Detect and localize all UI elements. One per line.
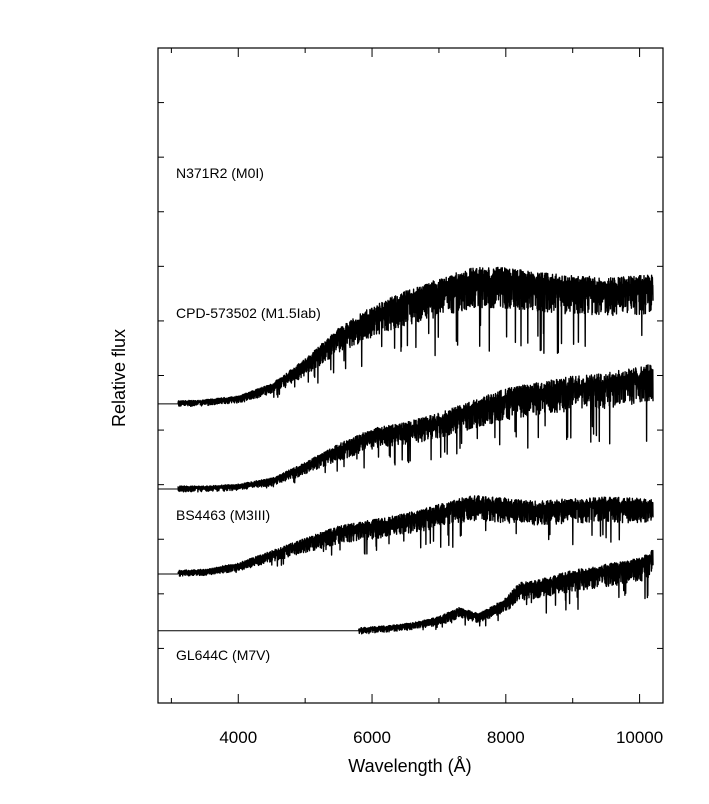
x-tick-label: 8000 bbox=[487, 728, 525, 747]
x-tick-label: 6000 bbox=[353, 728, 391, 747]
series-line bbox=[177, 364, 654, 493]
series-label: CPD-573502 (M1.5Iab) bbox=[176, 305, 321, 321]
series-label: GL644C (M7V) bbox=[176, 647, 270, 663]
series-line bbox=[358, 549, 654, 635]
baselines bbox=[158, 403, 359, 632]
series-line bbox=[177, 495, 654, 577]
series-label: BS4463 (M3III) bbox=[176, 507, 270, 523]
y-axis-title: Relative flux bbox=[109, 329, 129, 427]
series-labels: N371R2 (M0I) CPD-573502 (M1.5Iab) BS4463 (… bbox=[176, 165, 321, 663]
series-line bbox=[177, 266, 654, 407]
series bbox=[177, 266, 654, 635]
x-tick-label: 4000 bbox=[219, 728, 257, 747]
x-tick-label: 10000 bbox=[616, 728, 663, 747]
x-axis-title: Wavelength (Å) bbox=[348, 756, 471, 776]
series-label: N371R2 (M0I) bbox=[176, 165, 264, 181]
x-tick-labels: 4000 6000 8000 10000 bbox=[219, 728, 663, 747]
ticks bbox=[158, 48, 663, 703]
